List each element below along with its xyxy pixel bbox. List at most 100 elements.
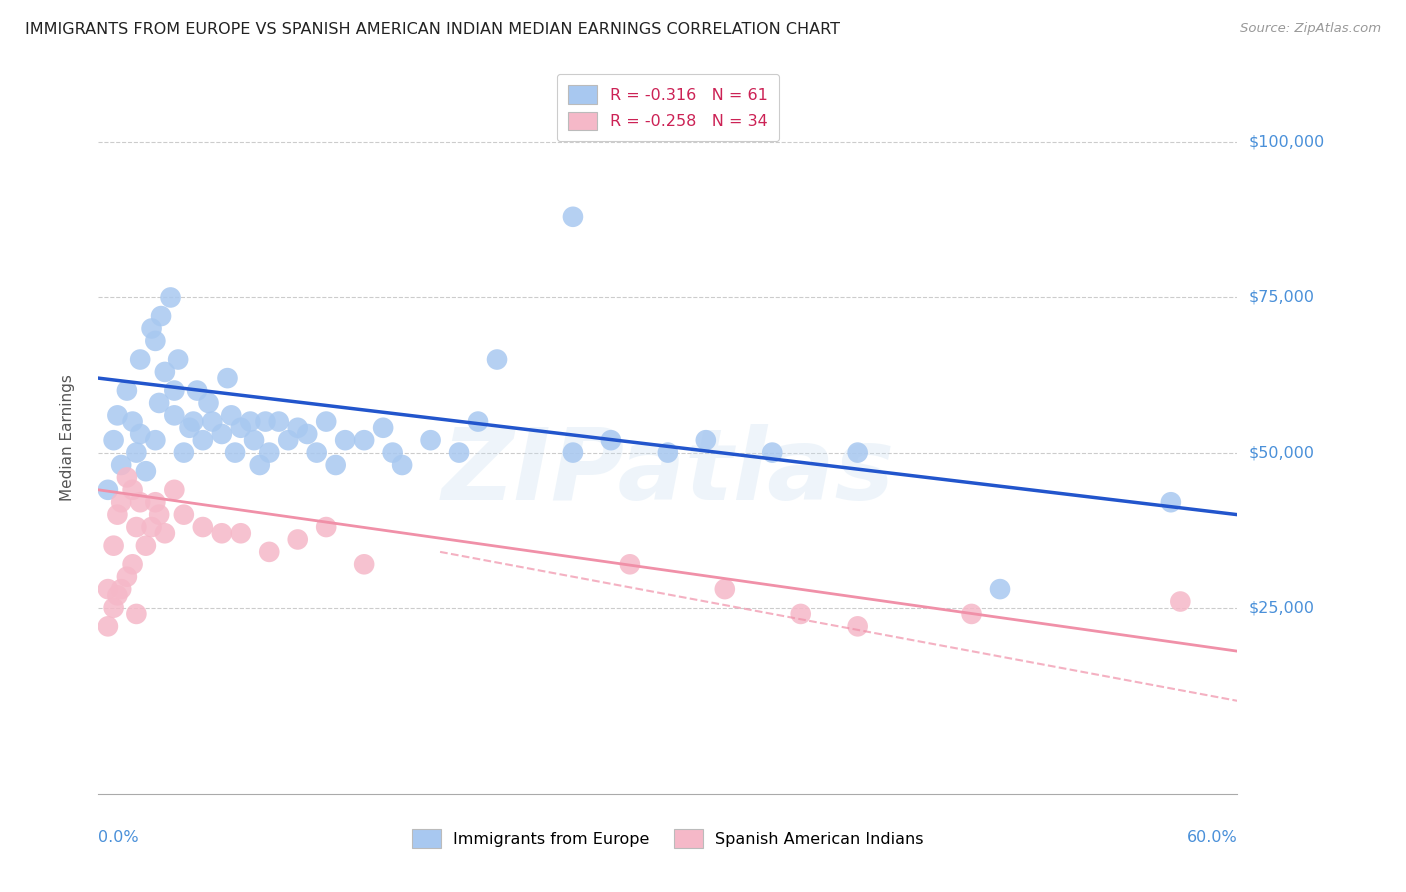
Y-axis label: Median Earnings: Median Earnings — [60, 374, 75, 500]
Point — [790, 607, 813, 621]
Point — [107, 508, 129, 522]
Point — [159, 290, 181, 304]
Text: Source: ZipAtlas.com: Source: ZipAtlas.com — [1240, 22, 1381, 36]
Point — [150, 309, 173, 323]
Point — [141, 321, 163, 335]
Point — [183, 415, 205, 429]
Point — [145, 433, 167, 447]
Point — [695, 433, 717, 447]
Point — [153, 365, 176, 379]
Point — [287, 533, 309, 547]
Point — [305, 445, 328, 459]
Point — [97, 582, 120, 596]
Point — [129, 352, 152, 367]
Point — [315, 520, 337, 534]
Point — [110, 582, 132, 596]
Point — [277, 433, 299, 447]
Point — [141, 520, 163, 534]
Point — [325, 458, 347, 472]
Point — [217, 371, 239, 385]
Point — [353, 558, 375, 572]
Point — [148, 508, 170, 522]
Point — [353, 433, 375, 447]
Point — [153, 526, 176, 541]
Point — [287, 421, 309, 435]
Point — [254, 415, 277, 429]
Point — [179, 421, 201, 435]
Point — [315, 415, 337, 429]
Point — [224, 445, 246, 459]
Point — [129, 427, 152, 442]
Point — [97, 483, 120, 497]
Point — [125, 445, 148, 459]
Point — [121, 415, 143, 429]
Point — [148, 396, 170, 410]
Text: $50,000: $50,000 — [1249, 445, 1315, 460]
Text: 0.0%: 0.0% — [98, 830, 139, 845]
Point — [103, 600, 125, 615]
Point — [846, 445, 869, 459]
Point — [125, 520, 148, 534]
Point — [197, 396, 219, 410]
Text: ZIPatlas: ZIPatlas — [441, 425, 894, 521]
Point — [714, 582, 737, 596]
Point — [115, 470, 138, 484]
Point — [97, 619, 120, 633]
Point — [211, 526, 233, 541]
Point — [761, 445, 783, 459]
Point — [135, 464, 157, 478]
Point — [110, 458, 132, 472]
Point — [121, 558, 143, 572]
Point — [173, 445, 195, 459]
Point — [191, 520, 214, 534]
Point — [145, 334, 167, 348]
Legend: Immigrants from Europe, Spanish American Indians: Immigrants from Europe, Spanish American… — [402, 820, 934, 857]
Point — [239, 415, 262, 429]
Point — [167, 352, 190, 367]
Point — [381, 445, 404, 459]
Text: $75,000: $75,000 — [1249, 290, 1315, 305]
Point — [135, 539, 157, 553]
Point — [562, 210, 585, 224]
Point — [449, 445, 471, 459]
Point — [467, 415, 489, 429]
Point — [657, 445, 679, 459]
Point — [115, 570, 138, 584]
Point — [419, 433, 441, 447]
Point — [1160, 495, 1182, 509]
Point — [259, 445, 281, 459]
Point — [297, 427, 319, 442]
Point — [259, 545, 281, 559]
Point — [191, 433, 214, 447]
Point — [229, 526, 252, 541]
Point — [267, 415, 290, 429]
Point — [107, 588, 129, 602]
Point — [125, 607, 148, 621]
Point — [846, 619, 869, 633]
Point — [163, 409, 186, 423]
Point — [115, 384, 138, 398]
Point — [186, 384, 208, 398]
Point — [562, 445, 585, 459]
Point — [988, 582, 1011, 596]
Point — [173, 508, 195, 522]
Text: 60.0%: 60.0% — [1187, 830, 1237, 845]
Point — [211, 427, 233, 442]
Point — [221, 409, 243, 423]
Point — [121, 483, 143, 497]
Point — [107, 409, 129, 423]
Point — [960, 607, 983, 621]
Point — [103, 433, 125, 447]
Point — [243, 433, 266, 447]
Text: $25,000: $25,000 — [1249, 600, 1315, 615]
Point — [229, 421, 252, 435]
Point — [600, 433, 623, 447]
Point — [103, 539, 125, 553]
Point — [391, 458, 413, 472]
Point — [619, 558, 641, 572]
Point — [335, 433, 357, 447]
Point — [486, 352, 509, 367]
Point — [163, 384, 186, 398]
Point — [129, 495, 152, 509]
Point — [110, 495, 132, 509]
